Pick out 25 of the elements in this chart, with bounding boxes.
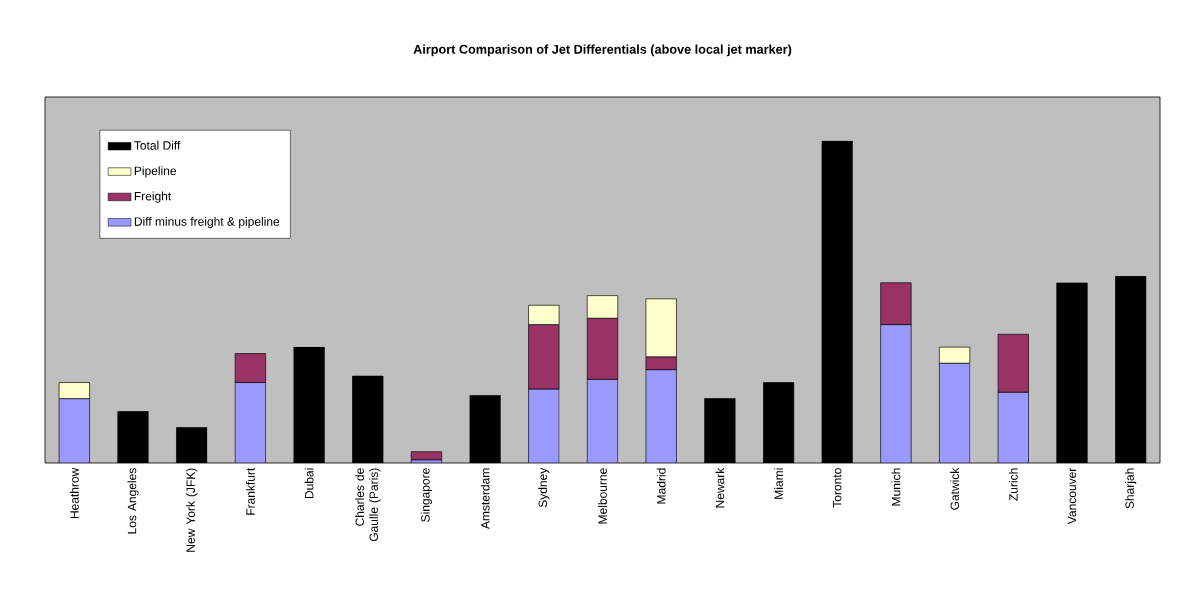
legend-label: Total Diff	[134, 140, 181, 150]
x-tick-label: Dubai	[304, 468, 314, 499]
x-tick-label: Amsterdam	[480, 468, 490, 530]
x-tick-label: Gatwick	[950, 467, 960, 510]
x-tick-label: Frankfurt	[245, 467, 255, 515]
x-tick-label: Melbourne	[598, 468, 607, 524]
x-tick-label: Singapore	[420, 468, 433, 522]
x-tick-label: Zurich	[1008, 468, 1018, 501]
x-tick-label: Madrid	[656, 468, 666, 504]
x-tick-label: Newark	[715, 467, 725, 508]
bar	[410, 451, 443, 461]
x-tick-label: Toronto	[833, 468, 842, 508]
x-tick-label: Heathrow	[69, 467, 79, 519]
legend-label: Freight	[134, 191, 172, 203]
legend-label: Pipeline	[134, 166, 177, 178]
x-tick-label: Miami	[774, 468, 783, 499]
x-tick-label: Los Angeles	[127, 468, 139, 534]
x-tick-label: Munich	[891, 468, 901, 506]
x-tick-label: Sharjah	[1125, 468, 1137, 509]
x-tick-label: Charles de Gaulle (Paris)	[355, 468, 381, 542]
x-tick-label: Sydney	[538, 467, 550, 508]
x-tick-label: New York (JFK)	[186, 468, 198, 552]
x-tick-label: Vancouver	[1067, 467, 1077, 525]
chart-title: Airport Comparison of Jet Differentials (above local jet marker)	[413, 44, 792, 57]
legend-label: Diff minus freight & pipeline	[134, 216, 280, 229]
